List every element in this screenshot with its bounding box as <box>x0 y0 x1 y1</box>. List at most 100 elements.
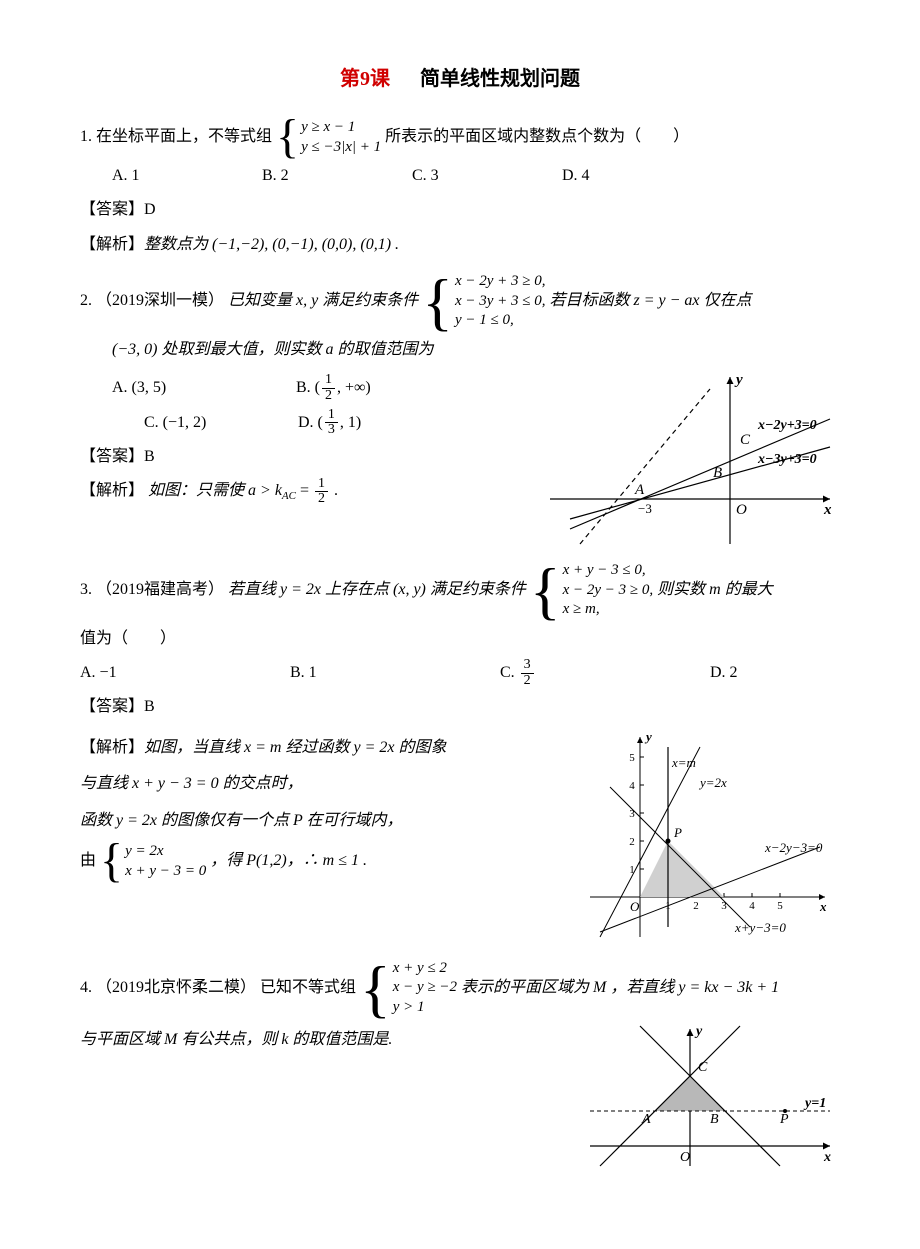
q1-answer-value: D <box>144 201 156 218</box>
q2-sol-c: . <box>330 482 338 499</box>
svg-text:x: x <box>823 1150 831 1165</box>
question-1: 1. 在坐标平面上，不等式组 { y ≥ x − 1 y ≤ −3|x| + 1… <box>80 118 840 260</box>
q1-number: 1. <box>80 128 92 145</box>
svg-text:C: C <box>698 1060 708 1075</box>
q3-sol-l2: 与直线 x + y − 3 = 0 的交点时， <box>80 769 570 799</box>
q2-sol-num: 1 <box>315 477 328 493</box>
q3-sys-l1: x + y − 3 ≤ 0, <box>563 561 654 581</box>
origin-label: O <box>736 502 747 518</box>
q1-opt-c: C. 3 <box>412 161 522 191</box>
q2-opt-d-pre: D. ( <box>298 414 323 431</box>
q2-d-num: 1 <box>325 408 338 424</box>
q3-opt-b: B. 1 <box>290 658 400 689</box>
q2-sol-b: = <box>296 482 313 499</box>
q4-stem-b: 表示的平面区域为 M ，若直线 y = kx − 3k + 1 <box>461 979 779 996</box>
q3-opt-d: D. 2 <box>710 658 820 689</box>
q1-sys-line2: y ≤ −3|x| + 1 <box>301 138 381 158</box>
svg-text:x+y−3=0: x+y−3=0 <box>734 920 786 935</box>
q3-opt-c: C. 32 <box>500 658 610 689</box>
q4-source: （2019北京怀柔二模） <box>96 979 256 996</box>
question-4: 4. （2019北京怀柔二模） 已知不等式组 { x + y ≤ 2 x − y… <box>80 959 840 1172</box>
q1-solution: 【解析】整数点为 (−1,−2), (0,−1), (0,0), (0,1) . <box>80 230 840 260</box>
q3-stem-c: 值为（ ） <box>80 624 840 654</box>
svg-text:4: 4 <box>749 900 755 912</box>
q3-sys2-l2: x + y − 3 = 0 <box>125 862 206 882</box>
q2-opt-d-suf: , 1) <box>340 414 361 431</box>
q1-opt-b: B. 2 <box>262 161 372 191</box>
q4-number: 4. <box>80 979 92 996</box>
q3-number: 3. <box>80 581 92 598</box>
lesson-number: 第9课 <box>340 68 390 90</box>
svg-text:P: P <box>779 1112 789 1127</box>
q1-solution-text: 整数点为 (−1,−2), (0,−1), (0,0), (0,1) . <box>144 236 399 253</box>
lesson-name: 简单线性规划问题 <box>420 68 580 90</box>
q2-b-num: 1 <box>322 373 335 389</box>
q3-c-pre: C. <box>500 664 519 681</box>
q3-sol-l4: 由 { y = 2x x + y − 3 = 0 ，得 P(1,2)，∴ m ≤… <box>80 842 570 881</box>
q2-opt-b-pre: B. ( <box>296 379 320 396</box>
q1-stem: 1. 在坐标平面上，不等式组 { y ≥ x − 1 y ≤ −3|x| + 1… <box>80 118 840 157</box>
q3-sol-l4a: 由 <box>80 852 100 869</box>
q3-system: { x + y − 3 ≤ 0, x − 2y − 3 ≥ 0, x ≥ m, <box>530 561 653 620</box>
q3-answer-value: B <box>144 698 155 715</box>
q3-sys-l3: x ≥ m, <box>563 600 654 620</box>
q1-stem-text: 在坐标平面上，不等式组 <box>96 128 272 145</box>
q3-answer: 【答案】B <box>80 692 840 722</box>
q3-sol-l4b: ，得 P(1,2)，∴ m ≤ 1 . <box>210 852 367 869</box>
q1-answer: 【答案】D <box>80 195 840 225</box>
q4-stem-c: 与平面区域 M 有公共点，则 k 的取值范围是. <box>80 1025 570 1055</box>
q2-solution: 【解析】 如图：只需使 a > kAC = 12 . <box>80 476 530 507</box>
q2-system: { x − 2y + 3 ≥ 0, x − 3y + 3 ≤ 0, y − 1 … <box>422 272 545 331</box>
q1-sys-line1: y ≥ x − 1 <box>301 118 381 138</box>
q2-options-row2: C. (−1, 2) D. (13, 1) <box>80 408 530 439</box>
q4-system: { x + y ≤ 2 x − y ≥ −2 y > 1 <box>360 959 457 1018</box>
q2-opt-c: C. (−1, 2) <box>144 408 294 438</box>
q3-opt-a: A. −1 <box>80 658 190 689</box>
svg-text:x−2y−3=0: x−2y−3=0 <box>764 840 823 855</box>
q3-stem-a: 若直线 y = 2x 上存在点 (x, y) 满足约束条件 <box>228 581 526 598</box>
q2-stem: 2. （2019深圳一模） 已知变量 x, y 满足约束条件 { x − 2y … <box>80 272 840 331</box>
q1-options: A. 1 B. 2 C. 3 D. 4 <box>80 161 840 191</box>
svg-text:x: x <box>819 899 827 914</box>
q2-opt-a: A. (3, 5) <box>112 373 292 403</box>
point-c-label: C <box>740 432 751 448</box>
solution-label: 【解析】 <box>80 236 144 253</box>
q4-stem: 4. （2019北京怀柔二模） 已知不等式组 { x + y ≤ 2 x − y… <box>80 959 840 1018</box>
answer-label: 【答案】 <box>80 201 144 218</box>
q2-sol-den: 2 <box>315 492 328 507</box>
q2-sys-l3: y − 1 ≤ 0, <box>455 311 546 331</box>
svg-text:y: y <box>694 1024 703 1039</box>
brace-icon: { <box>530 565 561 616</box>
axis-y-label: y <box>734 372 743 388</box>
question-3: 3. （2019福建高考） 若直线 y = 2x 上存在点 (x, y) 满足约… <box>80 561 840 947</box>
q1-stem-text-b: 所表示的平面区域内整数点个数为（ ） <box>385 128 689 145</box>
q3-sys2-l1: y = 2x <box>125 842 206 862</box>
point-b-label: B <box>713 465 722 481</box>
q4-figure: y x O A B C P y=1 <box>580 1021 840 1171</box>
svg-text:1: 1 <box>629 864 635 876</box>
line1-label: x−2y+3=0 <box>757 418 817 433</box>
q1-system: { y ≥ x − 1 y ≤ −3|x| + 1 <box>276 118 381 157</box>
q2-sol-sub: AC <box>282 491 296 503</box>
q2-stem-a: 已知变量 x, y 满足约束条件 <box>228 292 418 309</box>
solution-label: 【解析】 <box>80 482 144 499</box>
q2-opt-d: D. (13, 1) <box>298 414 361 431</box>
brace-icon: { <box>100 842 123 880</box>
q3-stem-b: 则实数 m 的最大 <box>657 581 773 598</box>
q3-figure: 12345 12345 y x O P x=m y=2x x−2y−3=0 <box>580 727 840 947</box>
q3-source: （2019福建高考） <box>96 581 224 598</box>
brace-icon: { <box>360 963 391 1014</box>
svg-text:O: O <box>680 1150 690 1165</box>
q1-opt-a: A. 1 <box>112 161 222 191</box>
brace-icon: { <box>276 118 299 156</box>
q2-source: （2019深圳一模） <box>96 292 224 309</box>
q1-opt-d: D. 4 <box>562 161 672 191</box>
q2-sys-l1: x − 2y + 3 ≥ 0, <box>455 272 546 292</box>
answer-label: 【答案】 <box>80 448 144 465</box>
svg-text:5: 5 <box>777 900 783 912</box>
q3-c-num: 3 <box>521 658 534 674</box>
q2-opt-b: B. (12, +∞) <box>296 379 371 396</box>
q2-sys-l2: x − 3y + 3 ≤ 0, <box>455 292 546 312</box>
answer-label: 【答案】 <box>80 698 144 715</box>
svg-text:4: 4 <box>629 780 635 792</box>
